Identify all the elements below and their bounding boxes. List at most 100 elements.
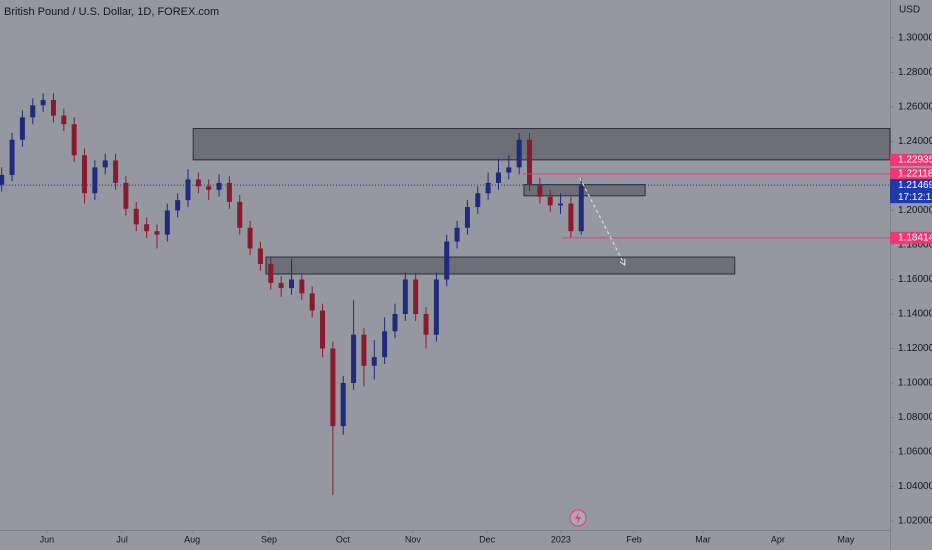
candle-body bbox=[382, 331, 388, 358]
current-tag bbox=[890, 179, 932, 204]
candle-body bbox=[578, 185, 584, 232]
y-tick-label: 1.20000 bbox=[898, 205, 932, 216]
x-tick-label: Feb bbox=[626, 534, 642, 544]
x-tick-label: Aug bbox=[184, 534, 200, 544]
x-tick-label: 2023 bbox=[551, 534, 571, 544]
projection-arrow bbox=[579, 177, 626, 266]
y-tick-label: 1.06000 bbox=[898, 447, 932, 458]
x-tick-label: Nov bbox=[405, 534, 422, 544]
candle-body bbox=[71, 124, 77, 156]
candle-body bbox=[278, 282, 284, 289]
y-tick-label: 1.30000 bbox=[898, 33, 932, 44]
x-tick-label: Jun bbox=[40, 534, 55, 544]
y-tick-label: 1.28000 bbox=[898, 67, 932, 78]
candle-body bbox=[61, 115, 67, 125]
candle-body bbox=[309, 293, 315, 311]
candle-body bbox=[133, 208, 139, 225]
countdown: 17:12:12 bbox=[898, 192, 932, 203]
icon-bolt[interactable] bbox=[575, 512, 581, 524]
x-tick-label: May bbox=[837, 534, 855, 544]
candle-body bbox=[92, 167, 98, 194]
candle-body bbox=[516, 139, 522, 168]
candle-body bbox=[392, 313, 398, 332]
arrow-head bbox=[619, 258, 626, 266]
level-tag bbox=[890, 167, 932, 180]
level-tag-label: 1.22118 bbox=[898, 169, 932, 180]
candle-body bbox=[50, 100, 56, 116]
candle-body bbox=[288, 279, 294, 289]
zone bbox=[192, 128, 891, 161]
candle-body bbox=[444, 241, 450, 280]
x-tick-label: Jul bbox=[116, 534, 128, 544]
candle-body bbox=[175, 200, 181, 211]
zone-tag bbox=[890, 153, 932, 166]
candle-body bbox=[226, 182, 232, 202]
y-tick-label: 1.24000 bbox=[898, 136, 932, 147]
current-tag-label: 1.21469 bbox=[898, 180, 932, 191]
y-tick-label: 1.16000 bbox=[898, 274, 932, 285]
candle-body bbox=[247, 227, 253, 249]
candle-body bbox=[340, 383, 346, 427]
y-tick-label: 1.26000 bbox=[898, 102, 932, 113]
candle-body bbox=[257, 248, 263, 264]
zone bbox=[265, 256, 736, 275]
candle-body bbox=[506, 167, 512, 173]
candle-body bbox=[568, 203, 574, 232]
candle-body bbox=[299, 279, 305, 294]
y-tick-label: 1.14000 bbox=[898, 309, 932, 320]
x-tick-label: Mar bbox=[695, 534, 711, 544]
candle-body bbox=[113, 160, 119, 183]
y-tick-label: 1.04000 bbox=[898, 481, 932, 492]
y-tick-label: 1.10000 bbox=[898, 378, 932, 389]
candle-body bbox=[433, 279, 439, 335]
candle-body bbox=[413, 279, 419, 314]
candle-body bbox=[464, 207, 470, 228]
candle-body bbox=[423, 313, 429, 335]
level-tag-label: 1.18414 bbox=[898, 232, 932, 243]
candle-body bbox=[206, 186, 212, 190]
candle-body bbox=[40, 100, 46, 106]
candle-body bbox=[185, 179, 191, 201]
candle-body bbox=[0, 174, 5, 185]
currency: USD bbox=[899, 5, 920, 16]
candle-body bbox=[164, 210, 170, 235]
candle-body bbox=[527, 139, 533, 185]
candle-body bbox=[402, 279, 408, 314]
zone-tag-label: 1.22935 bbox=[898, 154, 932, 165]
candle-body bbox=[547, 196, 553, 206]
lightning-icon[interactable] bbox=[569, 509, 587, 527]
candle-body bbox=[351, 334, 357, 384]
x-tick-label: Sep bbox=[261, 534, 277, 544]
candle-body bbox=[9, 139, 15, 175]
candle-body bbox=[195, 179, 201, 187]
y-tick-label: 1.12000 bbox=[898, 343, 932, 354]
candle-body bbox=[371, 357, 377, 366]
candle-body bbox=[154, 231, 160, 235]
candle-body bbox=[537, 184, 543, 197]
x-tick-label: Apr bbox=[771, 534, 785, 544]
candle-body bbox=[495, 172, 501, 183]
candle-body bbox=[123, 182, 129, 209]
y-tick-label: 1.18000 bbox=[898, 240, 932, 251]
y-tick-label: 1.02000 bbox=[898, 516, 932, 527]
candle-body bbox=[102, 160, 108, 168]
candle-body bbox=[82, 155, 88, 194]
candle-body bbox=[144, 224, 150, 232]
chart-title: British Pound / U.S. Dollar, 1D, FOREX.c… bbox=[4, 6, 219, 18]
candle-body bbox=[361, 334, 367, 366]
candle-body bbox=[320, 310, 326, 349]
candle-body bbox=[237, 201, 243, 228]
candle-body bbox=[30, 105, 36, 118]
zone bbox=[523, 184, 646, 197]
x-tick-label: Oct bbox=[336, 534, 351, 544]
candle-body bbox=[475, 193, 481, 208]
level-tag bbox=[890, 231, 932, 244]
candle-body bbox=[216, 182, 222, 190]
y-tick-label: 1.08000 bbox=[898, 412, 932, 423]
candle-body bbox=[330, 348, 336, 427]
candle-body bbox=[485, 182, 491, 194]
candle-body bbox=[454, 227, 460, 242]
